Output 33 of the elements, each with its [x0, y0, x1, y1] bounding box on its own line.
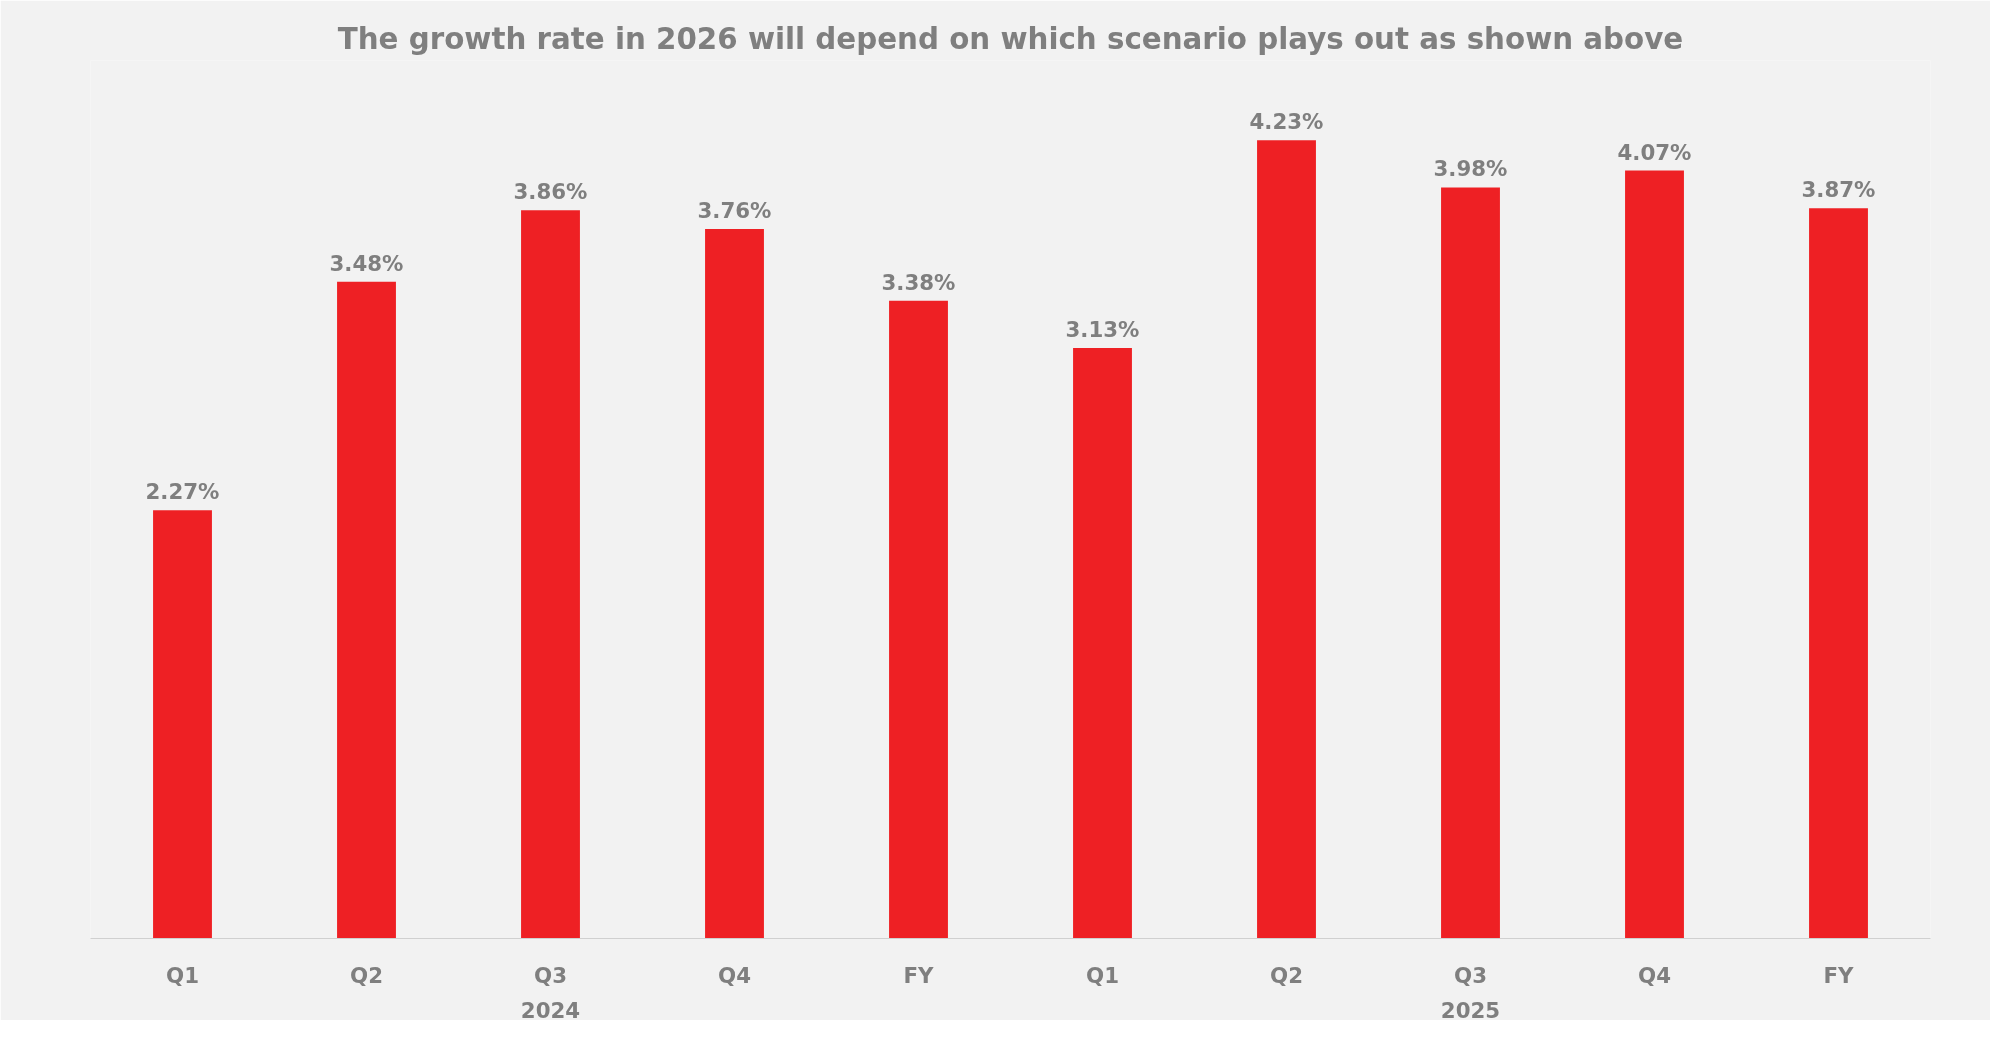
x-tick-label: FY — [903, 962, 935, 988]
x-tick-label: Q4 — [718, 962, 751, 988]
bar — [1625, 170, 1684, 939]
data-label: 3.38% — [881, 269, 956, 295]
x-tick-label: Q4 — [1638, 962, 1671, 988]
bar — [1441, 187, 1500, 939]
bar — [337, 281, 396, 939]
data-label: 3.76% — [697, 198, 772, 224]
chart-title: The growth rate in 2026 will depend on which scenario plays out as shown above — [337, 21, 1684, 56]
bar — [889, 300, 948, 939]
text: 2025 — [1440, 997, 1501, 1023]
x-tick-label: Q3 — [534, 962, 567, 988]
bar — [521, 210, 580, 939]
bar — [705, 229, 764, 939]
bar — [1809, 208, 1868, 939]
x-tick-label: Q1 — [1086, 962, 1119, 988]
x-tick-label: Q2 — [350, 962, 383, 988]
data-label: 4.23% — [1249, 109, 1324, 135]
x-tick-label: Q3 — [1454, 962, 1487, 988]
data-label: 3.13% — [1065, 316, 1140, 342]
bar — [1073, 347, 1132, 939]
x-tick-label: Q1 — [166, 962, 199, 988]
x-tick-label: FY — [1823, 962, 1855, 988]
data-label: 3.98% — [1433, 156, 1508, 182]
data-label: 2.27% — [145, 479, 220, 505]
data-label: 4.07% — [1617, 139, 1692, 165]
data-label: 3.86% — [513, 179, 588, 205]
data-label: 3.87% — [1801, 177, 1876, 203]
bar — [153, 510, 212, 939]
bar — [1257, 140, 1316, 939]
data-label: 3.48% — [329, 250, 404, 276]
text: 2024 — [520, 997, 581, 1023]
x-tick-label: Q2 — [1270, 962, 1303, 988]
